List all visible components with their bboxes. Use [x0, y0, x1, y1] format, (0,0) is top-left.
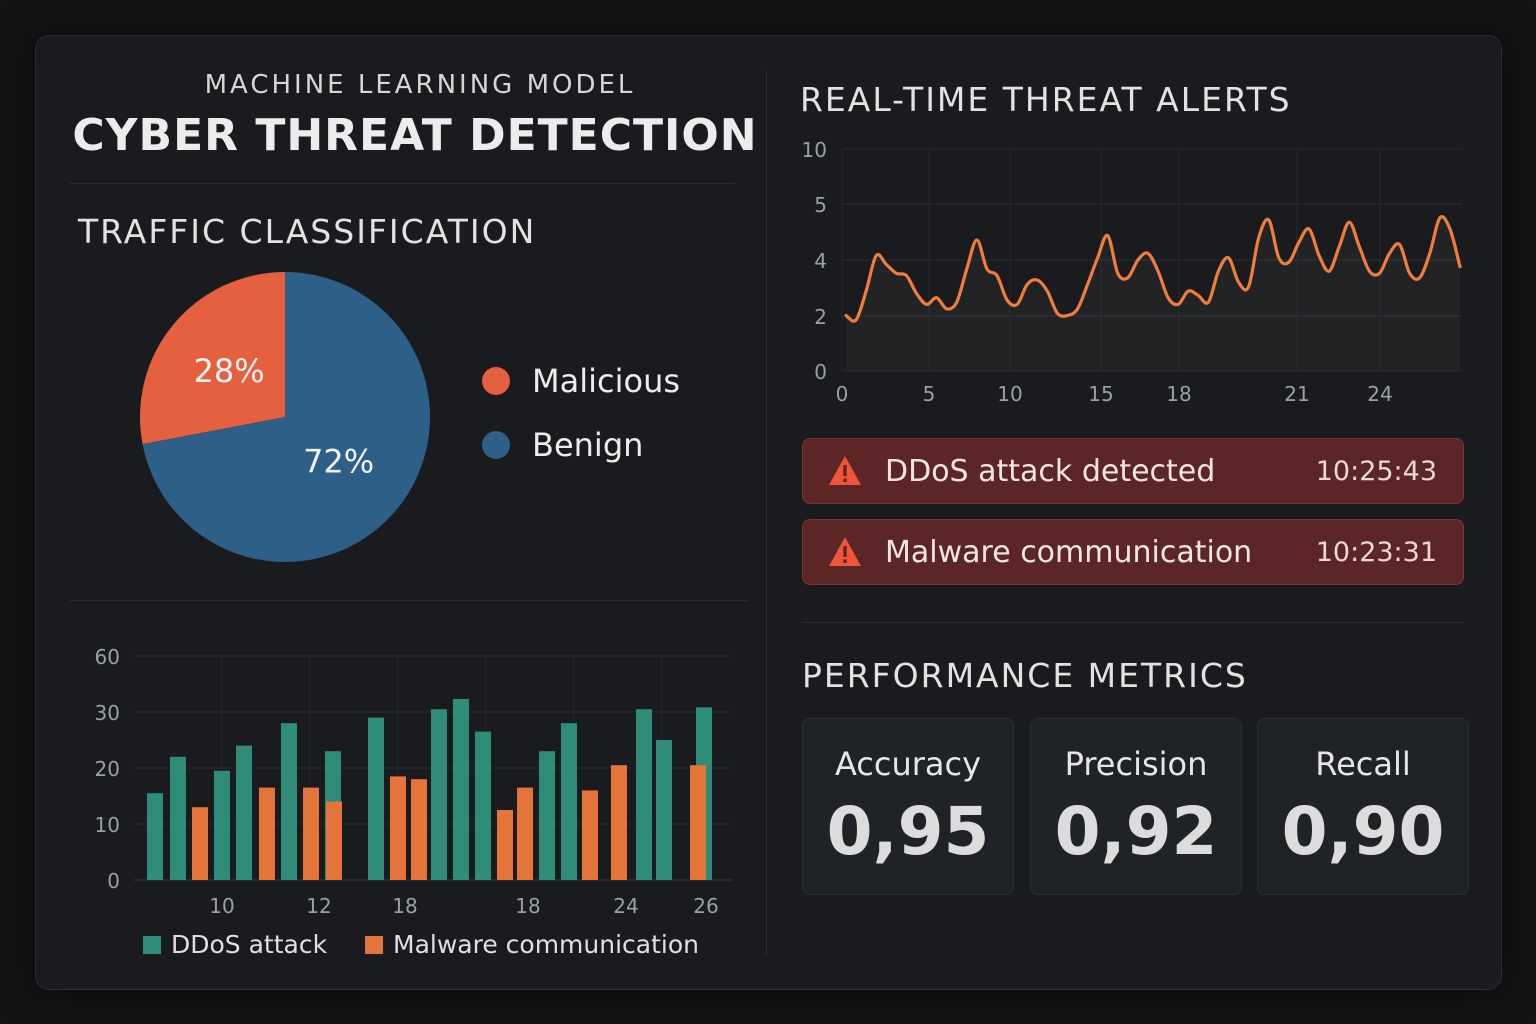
- line-y-tick: 4: [814, 249, 827, 273]
- bar-malware: [517, 787, 533, 880]
- metric-recall-label: Recall: [1315, 745, 1411, 783]
- metric-accuracy-value: 0,95: [826, 793, 990, 870]
- line-x-tick: 18: [1166, 382, 1191, 406]
- pie-slice-benign: [142, 272, 430, 562]
- alert-malware[interactable]: Malware communication 10:23:31: [802, 519, 1464, 585]
- performance-metrics-title: PERFORMANCE METRICS: [802, 656, 1248, 695]
- bar-malware: [611, 765, 627, 880]
- bar-legend-malware-label: Malware communication: [393, 930, 699, 959]
- line-x-tick: 10: [997, 382, 1022, 406]
- line-x-tick: 0: [836, 382, 849, 406]
- left-section-divider: [70, 600, 748, 601]
- bar-ddos: [539, 751, 555, 880]
- bar-ddos: [561, 723, 577, 880]
- line-x-tick: 24: [1367, 382, 1392, 406]
- traffic-classification-title: TRAFFIC CLASSIFICATION: [78, 212, 537, 251]
- bar-legend-malware: Malware communication: [365, 930, 699, 959]
- bar-ddos: [636, 709, 652, 880]
- bar-malware: [582, 790, 598, 880]
- bar-x-tick: 24: [613, 894, 638, 918]
- metric-accuracy: Accuracy 0,95: [802, 718, 1014, 895]
- threat-line-chart: 10 5 4 2 00 5 10 15 18 21 24: [802, 138, 1462, 406]
- column-divider: [766, 70, 767, 955]
- pie-slice-benign-label: 72%: [303, 442, 374, 480]
- bar-x-tick: 26: [693, 894, 718, 918]
- bar-y-tick: 10: [95, 813, 120, 837]
- metric-precision-label: Precision: [1064, 745, 1208, 783]
- line-x-tick: 15: [1088, 382, 1113, 406]
- bar-ddos: [368, 717, 384, 880]
- line-x-tick: 5: [923, 382, 936, 406]
- bar-ddos: [431, 709, 447, 880]
- bar-malware: [326, 801, 342, 880]
- bar-legend-ddos-label: DDoS attack: [171, 930, 328, 959]
- line-series-area: [846, 217, 1460, 371]
- bar-x-tick: 18: [392, 894, 417, 918]
- legend-malicious-label: Malicious: [532, 362, 681, 400]
- line-y-tick: 0: [814, 360, 827, 384]
- pie-slice-malicious: [140, 272, 285, 445]
- bar-malware: [192, 807, 208, 880]
- legend-malicious: Malicious: [482, 362, 680, 400]
- threat-alerts-title: REAL-TIME THREAT ALERTS: [800, 80, 1292, 119]
- header-divider: [70, 183, 735, 184]
- bar-x-tick: 10: [209, 894, 234, 918]
- bar-ddos: [214, 770, 230, 880]
- alert-ddos[interactable]: DDoS attack detected 10:25:43: [802, 438, 1464, 504]
- legend-benign-swatch: [482, 431, 510, 459]
- metric-precision-value: 0,92: [1054, 793, 1218, 870]
- bar-legend-malware-swatch: [365, 935, 383, 954]
- bar-malware: [259, 787, 275, 880]
- legend-malicious-swatch: [482, 367, 510, 395]
- metric-recall: Recall 0,90: [1257, 718, 1469, 895]
- line-x-tick: 21: [1284, 382, 1309, 406]
- bar-y-tick: 0: [107, 869, 120, 893]
- bar-y-tick: 20: [95, 757, 120, 781]
- bar-y-tick: 60: [95, 645, 120, 669]
- bar-ddos: [656, 740, 672, 880]
- bar-x-tick: 12: [306, 894, 331, 918]
- bar-ddos: [147, 793, 163, 880]
- line-y-tick: 10: [802, 138, 827, 162]
- bar-legend-ddos-swatch: [143, 935, 161, 954]
- attack-bar-chart: 60 30 20 10 0 10 12 18 18 24 26: [95, 645, 732, 918]
- legend-benign-label: Benign: [532, 426, 644, 464]
- bar-malware: [390, 776, 406, 880]
- metric-recall-value: 0,90: [1281, 793, 1445, 870]
- metric-precision: Precision 0,92: [1030, 718, 1242, 895]
- alert-malware-message: Malware communication: [885, 534, 1253, 570]
- warning-icon: [829, 456, 861, 485]
- bar-malware: [690, 765, 706, 880]
- bar-x-tick: 18: [515, 894, 540, 918]
- bar-legend-ddos: DDoS attack: [143, 930, 327, 959]
- legend-benign: Benign: [482, 426, 643, 464]
- bar-malware: [411, 779, 427, 880]
- line-y-tick: 2: [814, 305, 827, 329]
- alert-malware-time: 10:23:31: [1315, 536, 1437, 568]
- page-title: CYBER THREAT DETECTION: [72, 110, 758, 161]
- line-y-tick: 5: [814, 193, 827, 217]
- bar-malware: [303, 787, 319, 880]
- page-subtitle: MACHINE LEARNING MODEL: [204, 70, 636, 100]
- alert-ddos-time: 10:25:43: [1315, 455, 1437, 487]
- metric-accuracy-label: Accuracy: [834, 745, 982, 783]
- line-series-threats: [844, 215, 1462, 323]
- bar-ddos: [453, 698, 469, 880]
- bar-malware: [497, 810, 513, 880]
- pie-slice-malicious-label: 28%: [194, 352, 265, 390]
- bar-y-tick: 30: [95, 701, 120, 725]
- bar-ddos: [281, 723, 297, 880]
- bar-ddos: [170, 756, 186, 880]
- traffic-pie-chart: 28% 72%: [140, 272, 430, 562]
- warning-icon: [829, 537, 861, 566]
- bar-ddos: [475, 731, 491, 880]
- right-section-divider: [802, 622, 1464, 623]
- alert-ddos-message: DDoS attack detected: [885, 453, 1216, 489]
- bar-ddos: [236, 745, 252, 880]
